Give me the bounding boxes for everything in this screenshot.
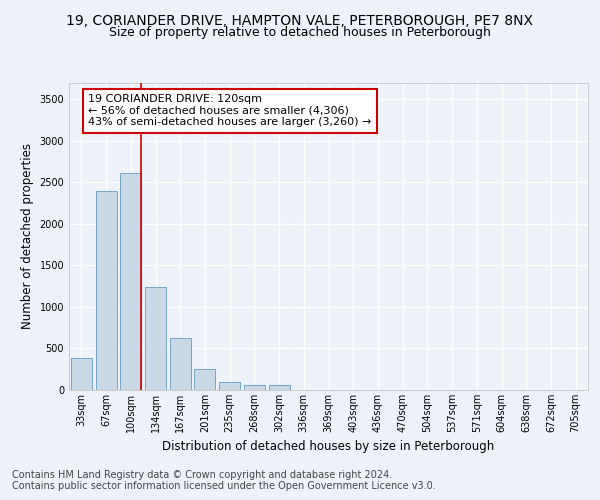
Bar <box>244 384 265 390</box>
Bar <box>269 385 290 390</box>
Text: 19 CORIANDER DRIVE: 120sqm
← 56% of detached houses are smaller (4,306)
43% of s: 19 CORIANDER DRIVE: 120sqm ← 56% of deta… <box>88 94 371 128</box>
Bar <box>120 173 141 390</box>
Text: Contains public sector information licensed under the Open Government Licence v3: Contains public sector information licen… <box>12 481 436 491</box>
Bar <box>194 369 215 390</box>
Bar <box>219 382 240 390</box>
Bar <box>95 190 116 390</box>
Text: 19, CORIANDER DRIVE, HAMPTON VALE, PETERBOROUGH, PE7 8NX: 19, CORIANDER DRIVE, HAMPTON VALE, PETER… <box>67 14 533 28</box>
Bar <box>170 338 191 390</box>
X-axis label: Distribution of detached houses by size in Peterborough: Distribution of detached houses by size … <box>163 440 494 454</box>
Text: Contains HM Land Registry data © Crown copyright and database right 2024.: Contains HM Land Registry data © Crown c… <box>12 470 392 480</box>
Text: Size of property relative to detached houses in Peterborough: Size of property relative to detached ho… <box>109 26 491 39</box>
Bar <box>71 358 92 390</box>
Bar <box>145 287 166 390</box>
Y-axis label: Number of detached properties: Number of detached properties <box>21 143 34 329</box>
